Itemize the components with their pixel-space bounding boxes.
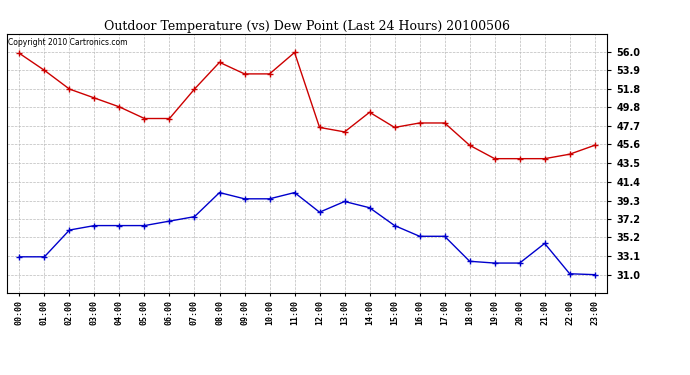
Title: Outdoor Temperature (vs) Dew Point (Last 24 Hours) 20100506: Outdoor Temperature (vs) Dew Point (Last… xyxy=(104,20,510,33)
Text: Copyright 2010 Cartronics.com: Copyright 2010 Cartronics.com xyxy=(8,38,128,46)
